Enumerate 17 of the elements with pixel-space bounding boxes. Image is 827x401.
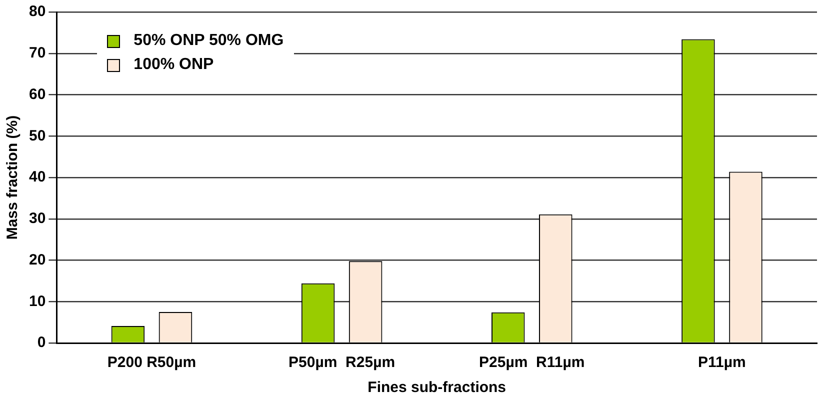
y-tick-label: 80 [28,3,46,20]
legend-label: 100% ONP [134,56,214,74]
y-tick-label: 10 [28,292,46,310]
y-tick-label: 50 [28,127,46,144]
x-tick-label: P200 R50µm [107,354,196,372]
y-tick-label: 70 [28,44,46,62]
y-tick-label: 60 [28,86,46,103]
y-axis-title: Mass fraction (%) [4,115,22,240]
y-tick-label: 0 [37,334,46,352]
y-tick-label: 30 [28,210,46,228]
x-tick-label: P25µm R11µm [479,354,585,372]
x-tick-label: P50µm R25µm [288,354,396,372]
x-axis-title: Fines sub-fractions [368,379,506,396]
legend-label: 50% ONP 50% OMG [134,32,284,50]
y-tick-label: 40 [28,168,46,186]
x-tick-label: P11µm [698,354,746,372]
y-tick-label: 20 [28,251,46,268]
